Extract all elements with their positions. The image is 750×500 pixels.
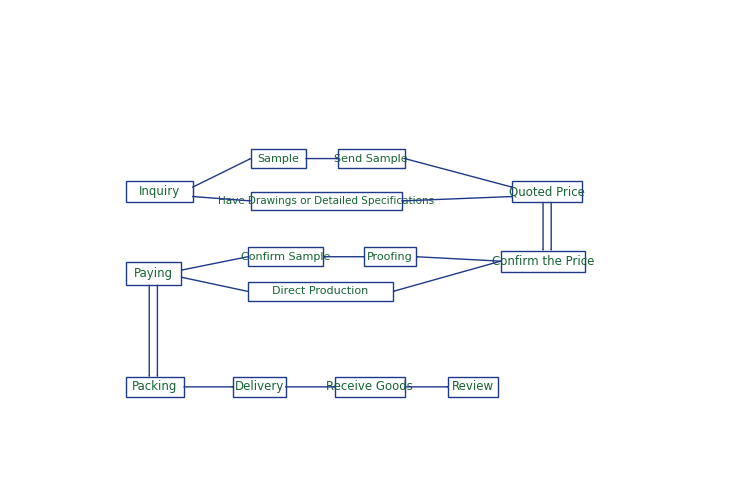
FancyBboxPatch shape: [364, 248, 416, 266]
Text: Delivery: Delivery: [235, 380, 284, 394]
FancyBboxPatch shape: [512, 182, 582, 203]
Text: Direct Production: Direct Production: [272, 286, 368, 296]
FancyBboxPatch shape: [501, 250, 585, 272]
FancyBboxPatch shape: [251, 192, 402, 210]
FancyBboxPatch shape: [248, 282, 393, 300]
Text: Review: Review: [452, 380, 494, 394]
Text: Have Drawings or Detailed Specifications: Have Drawings or Detailed Specifications: [218, 196, 434, 206]
FancyBboxPatch shape: [248, 248, 323, 266]
FancyBboxPatch shape: [338, 150, 405, 168]
FancyBboxPatch shape: [335, 377, 405, 397]
Text: Confirm the Price: Confirm the Price: [491, 254, 594, 268]
Text: Receive Goods: Receive Goods: [326, 380, 413, 394]
FancyBboxPatch shape: [126, 262, 181, 285]
FancyBboxPatch shape: [126, 182, 193, 203]
Text: Quoted Price: Quoted Price: [509, 186, 585, 198]
Text: Sample: Sample: [257, 154, 299, 164]
FancyBboxPatch shape: [233, 377, 286, 397]
FancyBboxPatch shape: [126, 377, 184, 397]
Text: Proofing: Proofing: [368, 252, 413, 262]
Text: Paying: Paying: [134, 267, 173, 280]
FancyBboxPatch shape: [251, 150, 306, 168]
Text: Inquiry: Inquiry: [139, 186, 180, 198]
Text: Confirm Sample: Confirm Sample: [241, 252, 330, 262]
Text: Packing: Packing: [132, 380, 178, 394]
Text: Send Sample: Send Sample: [334, 154, 408, 164]
FancyBboxPatch shape: [448, 377, 498, 397]
